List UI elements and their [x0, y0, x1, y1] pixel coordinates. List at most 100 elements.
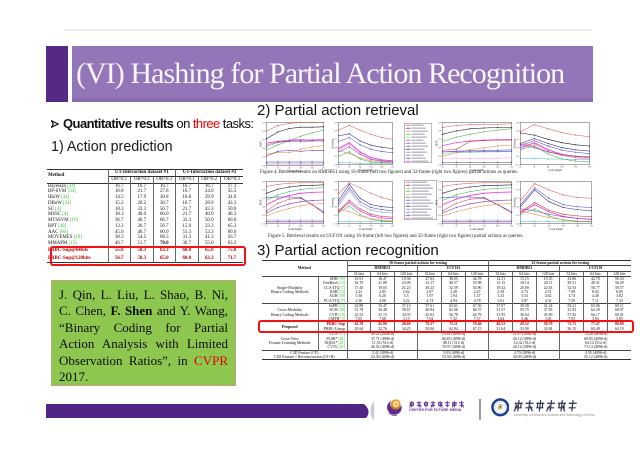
svg-text:Code length: Code length	[358, 169, 372, 172]
svg-text:0.8: 0.8	[262, 189, 266, 191]
svg-text:0.6: 0.6	[334, 206, 338, 208]
svg-text:0.8: 0.8	[516, 189, 520, 191]
svg-text:0.5: 0.5	[334, 214, 338, 216]
svg-text:512: 512	[390, 225, 393, 227]
svg-text:0.4: 0.4	[262, 223, 266, 225]
svg-text:0.5: 0.5	[438, 155, 442, 157]
svg-text:16: 16	[441, 225, 444, 227]
svg-text:Precision: Precision	[331, 196, 334, 206]
svg-text:16: 16	[337, 166, 340, 168]
svg-text:Code length: Code length	[549, 228, 563, 231]
svg-text:32: 32	[348, 166, 350, 168]
svg-text:32: 32	[276, 225, 278, 227]
svg-text:0.6: 0.6	[334, 147, 338, 149]
svg-text:128: 128	[560, 166, 564, 168]
svg-text:128: 128	[561, 225, 565, 227]
svg-text:64: 64	[469, 225, 472, 227]
svg-text:64: 64	[288, 225, 291, 227]
svg-text:0.5: 0.5	[438, 214, 442, 216]
svg-text:0.8: 0.8	[262, 130, 266, 132]
svg-text:16: 16	[441, 166, 444, 168]
svg-text:512: 512	[321, 167, 324, 169]
svg-text:Code length: Code length	[470, 228, 484, 231]
svg-text:512: 512	[587, 166, 590, 168]
svg-text:0.4: 0.4	[516, 223, 520, 225]
svg-text:0.9: 0.9	[516, 181, 519, 183]
svg-text:128: 128	[482, 225, 486, 227]
svg-text:0.7: 0.7	[516, 139, 520, 141]
svg-text:0.6: 0.6	[262, 148, 266, 150]
svg-text:0.6: 0.6	[516, 147, 520, 149]
svg-text:32: 32	[533, 225, 535, 227]
svg-text:256: 256	[380, 225, 384, 227]
svg-text:16: 16	[265, 225, 268, 227]
svg-text:0.4: 0.4	[262, 165, 266, 167]
svg-text:16: 16	[519, 225, 522, 227]
svg-text:32: 32	[348, 225, 350, 227]
svg-text:0.7: 0.7	[438, 139, 442, 141]
svg-text:16: 16	[265, 167, 268, 169]
svg-text:64: 64	[547, 166, 550, 168]
svg-text:0.9: 0.9	[438, 122, 441, 124]
svg-text:0.8: 0.8	[438, 130, 442, 132]
svg-text:32: 32	[455, 225, 457, 227]
svg-text:0.6: 0.6	[438, 206, 442, 208]
svg-text:Code length: Code length	[470, 169, 484, 172]
svg-text:0.9: 0.9	[262, 122, 265, 124]
svg-text:512: 512	[589, 225, 592, 227]
svg-text:MAP: MAP	[435, 199, 438, 205]
svg-text:256: 256	[310, 225, 314, 227]
svg-text:0.4: 0.4	[438, 164, 442, 166]
svg-text:Code length: Code length	[288, 228, 302, 231]
svg-text:128: 128	[369, 166, 373, 168]
svg-text:0.8: 0.8	[516, 130, 520, 132]
svg-text:64: 64	[359, 166, 362, 168]
svg-text:0.8: 0.8	[438, 189, 442, 191]
svg-text:64: 64	[288, 167, 291, 169]
svg-text:0.6: 0.6	[262, 206, 266, 208]
svg-text:Code length: Code length	[358, 228, 372, 231]
svg-text:256: 256	[310, 167, 314, 169]
svg-text:MAP: MAP	[259, 140, 262, 146]
svg-text:256: 256	[575, 225, 579, 227]
svg-text:0.4: 0.4	[438, 223, 442, 225]
svg-text:32: 32	[276, 167, 278, 169]
svg-text:MAP: MAP	[259, 199, 262, 205]
svg-text:0.8: 0.8	[334, 189, 338, 191]
svg-text:0.5: 0.5	[516, 155, 520, 157]
svg-text:Code length: Code length	[288, 170, 302, 173]
svg-text:0.4: 0.4	[334, 223, 338, 225]
svg-text:0.8: 0.8	[334, 130, 338, 132]
svg-text:0.5: 0.5	[516, 214, 520, 216]
svg-text:0.7: 0.7	[334, 198, 338, 200]
svg-text:128: 128	[369, 225, 373, 227]
svg-text:32: 32	[455, 166, 457, 168]
svg-text:0.5: 0.5	[334, 155, 338, 157]
svg-text:512: 512	[509, 166, 512, 168]
svg-text:16: 16	[519, 166, 522, 168]
svg-text:0.4: 0.4	[516, 164, 520, 166]
svg-text:0.7: 0.7	[334, 139, 338, 141]
svg-text:64: 64	[469, 166, 472, 168]
svg-text:64: 64	[359, 225, 362, 227]
svg-text:0.9: 0.9	[334, 181, 337, 183]
svg-text:512: 512	[321, 225, 324, 227]
svg-text:128: 128	[299, 167, 303, 169]
svg-text:0.4: 0.4	[334, 164, 338, 166]
svg-text:128: 128	[299, 225, 303, 227]
svg-text:128: 128	[482, 166, 486, 168]
svg-text:Code length: Code length	[548, 169, 562, 172]
svg-text:256: 256	[380, 166, 384, 168]
svg-text:0.6: 0.6	[438, 147, 442, 149]
svg-text:Precision: Precision	[331, 137, 334, 147]
svg-text:0.7: 0.7	[438, 198, 442, 200]
svg-text:0.9: 0.9	[334, 122, 337, 124]
svg-text:0.6: 0.6	[516, 206, 520, 208]
svg-text:512: 512	[509, 225, 512, 227]
svg-text:0.7: 0.7	[262, 139, 266, 141]
svg-text:256: 256	[496, 225, 500, 227]
svg-text:MAP: MAP	[435, 140, 438, 146]
svg-text:0.9: 0.9	[516, 122, 519, 124]
svg-text:Precision: Precision	[513, 137, 516, 147]
svg-text:256: 256	[574, 166, 578, 168]
